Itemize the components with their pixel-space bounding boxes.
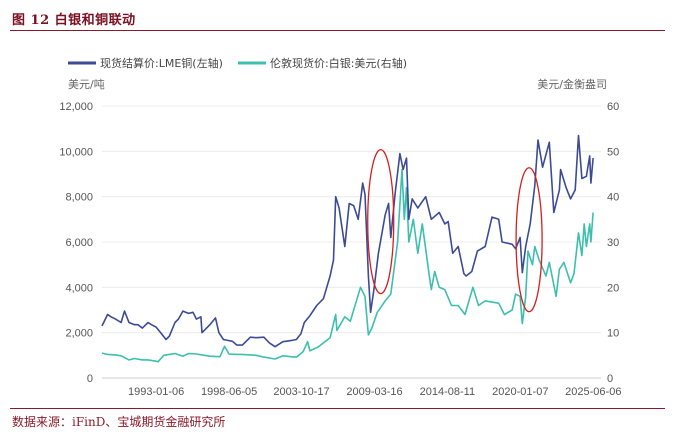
right-tick-label: 20 xyxy=(607,282,619,294)
series-line-copper xyxy=(101,134,594,348)
left-tick-label: 12,000 xyxy=(59,101,93,113)
annotation-ellipse xyxy=(367,148,395,295)
left-axis-unit: 美元/吨 xyxy=(68,78,105,91)
left-tick-label: 10,000 xyxy=(59,146,93,158)
figure-title: 图 12 白银和铜联动 xyxy=(12,13,136,28)
right-tick-label: 10 xyxy=(607,328,619,340)
x-tick-label: 1993-01-06 xyxy=(128,386,184,398)
chart-legend: 现货结算价:LME铜(左轴) 伦敦现货价:白银:美元(右轴) xyxy=(68,56,407,70)
x-tick-label: 2009-03-16 xyxy=(346,386,402,398)
data-source: 数据来源：iFinD、宝城期货金融研究所 xyxy=(12,415,226,429)
source-divider xyxy=(10,408,665,409)
x-tick-label: 2020-01-07 xyxy=(492,386,548,398)
legend-label-silver: 伦敦现货价:白银:美元(右轴) xyxy=(270,56,407,70)
left-tick-label: 6,000 xyxy=(65,237,93,249)
annotation-ellipse xyxy=(515,167,543,313)
right-axis-unit: 美元/金衡盎司 xyxy=(537,77,607,91)
left-tick-label: 2,000 xyxy=(65,328,93,340)
gridlines xyxy=(102,105,601,379)
right-tick-label: 60 xyxy=(607,101,619,113)
series-layer xyxy=(101,134,594,363)
left-tick-label: 8,000 xyxy=(65,192,93,204)
x-tick-label: 1998-06-05 xyxy=(201,386,257,398)
axis-ticks: 0 0 2,000 10 4,000 20 6,000 30 8,000 40 10,000 50 12… xyxy=(59,101,621,398)
left-tick-label: 4,000 xyxy=(65,282,93,294)
annotation-layer xyxy=(367,148,543,313)
right-tick-label: 0 xyxy=(607,373,613,385)
x-tick-label: 2014-08-11 xyxy=(420,386,475,398)
x-tick-label: 2025-06-06 xyxy=(565,386,621,398)
right-tick-label: 50 xyxy=(607,146,619,158)
left-tick-label: 0 xyxy=(87,373,93,385)
legend-label-copper: 现货结算价:LME铜(左轴) xyxy=(100,56,223,70)
right-tick-label: 40 xyxy=(607,192,619,204)
series-line-silver xyxy=(101,168,594,363)
x-tick-label: 2003-10-17 xyxy=(273,386,329,398)
title-divider xyxy=(10,30,665,31)
right-tick-label: 30 xyxy=(607,237,619,249)
